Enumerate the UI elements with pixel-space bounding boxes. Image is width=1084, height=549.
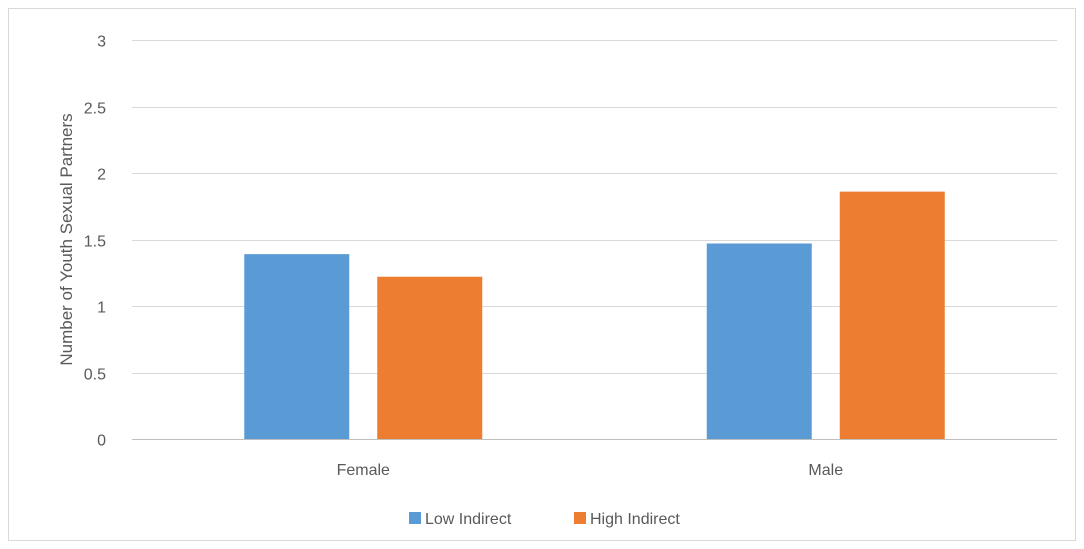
x-tick-label: Male [808, 462, 843, 479]
bar-low-indirect-male [706, 243, 812, 439]
bar-chart: 0 0.5 1 1.5 2 2.5 3 Female Male Number of Youth… [57, 34, 1057, 528]
bar-high-indirect-female [377, 276, 483, 439]
legend-swatch-low-indirect [409, 512, 421, 524]
y-tick-label: 0.5 [84, 367, 106, 384]
chart-frame: 0 0.5 1 1.5 2 2.5 3 Female Male Number of Youth… [8, 8, 1076, 541]
y-axis-tick-labels: 0 0.5 1 1.5 2 2.5 3 [84, 34, 106, 450]
y-axis-label: Number of Youth Sexual Partners [57, 113, 76, 365]
bar-high-indirect-male [839, 191, 945, 439]
legend-swatch-high-indirect [574, 512, 586, 524]
y-tick-label: 3 [97, 34, 106, 51]
legend-label: Low Indirect [425, 511, 512, 528]
y-tick-label: 2.5 [84, 101, 106, 118]
y-tick-label: 2 [97, 167, 106, 184]
y-tick-label: 1.5 [84, 234, 106, 251]
y-tick-label: 1 [97, 300, 106, 317]
legend-label: High Indirect [590, 511, 680, 528]
x-tick-label: Female [337, 462, 390, 479]
legend: Low Indirect High Indirect [409, 511, 680, 528]
bar-low-indirect-female [244, 254, 350, 439]
x-axis-tick-labels: Female Male [337, 462, 844, 479]
y-tick-label: 0 [97, 433, 106, 450]
bars [244, 191, 945, 439]
